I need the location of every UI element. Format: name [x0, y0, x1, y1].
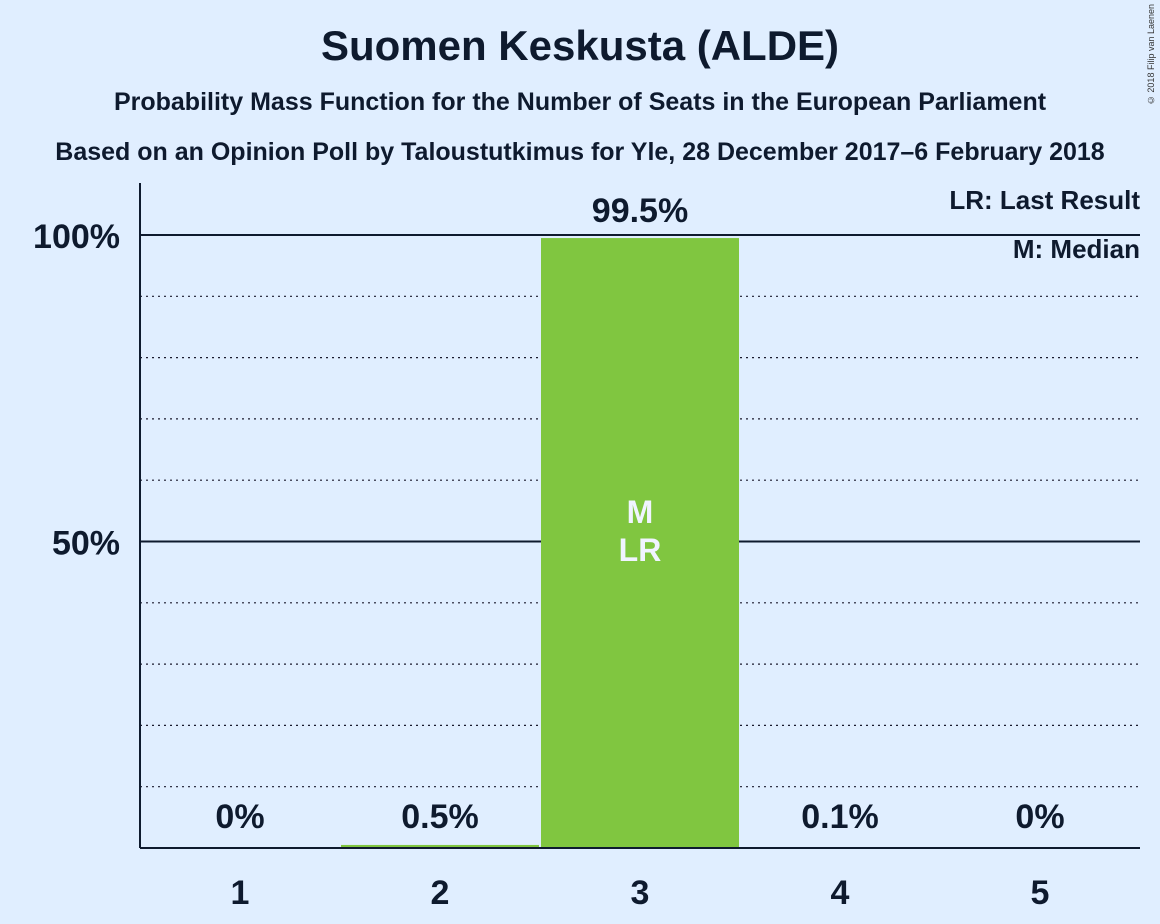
bar — [341, 844, 539, 848]
data-label: 0.5% — [401, 798, 479, 836]
y-tick-label: 50% — [52, 525, 120, 563]
x-tick-label: 3 — [631, 874, 650, 912]
x-tick-label: 2 — [431, 874, 450, 912]
median-marker: M — [627, 494, 654, 530]
x-tick-label: 1 — [231, 874, 250, 912]
x-tick-label: 4 — [831, 874, 850, 912]
legend-entry: M: Median — [1013, 234, 1140, 264]
x-tick-label: 5 — [1031, 874, 1050, 912]
last-result-marker: LR — [619, 532, 662, 568]
y-tick-label: 100% — [33, 218, 120, 256]
chart-source-line: Based on an Opinion Poll by Taloustutkim… — [55, 138, 1105, 166]
chart-title: Suomen Keskusta (ALDE) — [320, 22, 840, 69]
data-label: 0% — [1015, 798, 1064, 836]
data-label: 0.1% — [801, 798, 879, 836]
data-label: 0% — [215, 798, 264, 836]
data-label: 99.5% — [592, 192, 688, 230]
bar — [541, 238, 739, 848]
chart-subtitle: Probability Mass Function for the Number… — [113, 88, 1047, 116]
legend-entry: LR: Last Result — [949, 185, 1140, 215]
